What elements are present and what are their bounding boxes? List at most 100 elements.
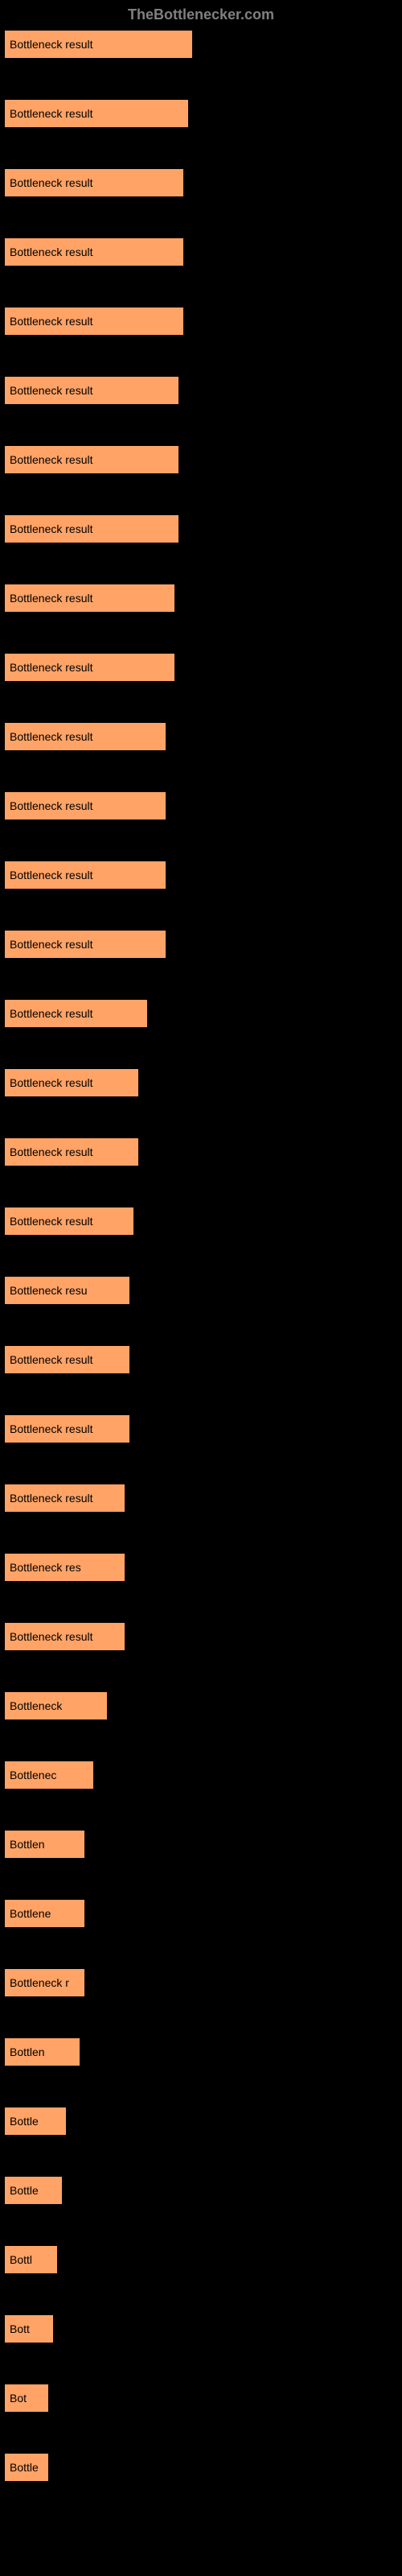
bottleneck-bar: Bottleneck result <box>4 1414 130 1443</box>
bar-text-label: Bottleneck result <box>5 107 93 120</box>
bar-text-label: Bottleneck result <box>5 176 93 189</box>
bar-text-label: Bottleneck r <box>5 1976 69 1989</box>
bar-row: Bottleneck r <box>4 1968 398 1997</box>
bottleneck-bar: Bott <box>4 2314 54 2343</box>
bottleneck-bar: Bottleneck <box>4 1691 108 1720</box>
bottleneck-bar: Bottlenec <box>4 1761 94 1790</box>
bar-row: Bottle <box>4 2107 398 2136</box>
bar-text-label: Bottleneck <box>5 1699 62 1712</box>
bar-text-label: Bottleneck result <box>5 1422 93 1435</box>
bottleneck-bar: Bottlen <box>4 1830 85 1859</box>
bar-text-label: Bottlene <box>5 1907 51 1920</box>
bottleneck-bar: Bottleneck resu <box>4 1276 130 1305</box>
bar-row: Bottleneck result <box>4 930 398 959</box>
bottleneck-bar: Bot <box>4 2384 49 2413</box>
bar-row: Bottleneck result <box>4 1345 398 1374</box>
bottleneck-bar: Bottleneck result <box>4 861 166 890</box>
bar-row: Bottleneck result <box>4 1137 398 1166</box>
bar-text-label: Bottleneck result <box>5 315 93 328</box>
bar-row: Bottleneck result <box>4 1414 398 1443</box>
bottleneck-bar: Bottlene <box>4 1899 85 1928</box>
bottleneck-bar: Bottleneck result <box>4 168 184 197</box>
bottleneck-bar: Bottleneck result <box>4 99 189 128</box>
bar-row: Bottleneck result <box>4 445 398 474</box>
bar-text-label: Bottleneck result <box>5 38 93 51</box>
bottleneck-bar: Bottleneck result <box>4 999 148 1028</box>
bar-text-label: Bottle <box>5 2461 39 2474</box>
bar-text-label: Bottleneck result <box>5 1146 93 1158</box>
bar-row: Bottlen <box>4 1830 398 1859</box>
bar-row: Bottle <box>4 2176 398 2205</box>
bar-row: Bottleneck result <box>4 237 398 266</box>
bottleneck-bar: Bottleneck result <box>4 307 184 336</box>
bar-text-label: Bottl <box>5 2253 32 2266</box>
bottleneck-bar: Bottle <box>4 2453 49 2482</box>
bottleneck-bar: Bottleneck result <box>4 1068 139 1097</box>
bar-row: Bottleneck result <box>4 999 398 1028</box>
bar-text-label: Bottleneck result <box>5 661 93 674</box>
bar-row: Bottl <box>4 2245 398 2274</box>
bar-text-label: Bottleneck result <box>5 799 93 812</box>
bar-text-label: Bot <box>5 2392 27 2405</box>
bar-text-label: Bottleneck result <box>5 1492 93 1505</box>
bar-text-label: Bottleneck result <box>5 453 93 466</box>
bar-text-label: Bottlen <box>5 2046 45 2058</box>
bar-text-label: Bottleneck resu <box>5 1284 88 1297</box>
bar-text-label: Bottleneck result <box>5 592 93 605</box>
bar-row: Bottle <box>4 2453 398 2482</box>
bar-row: Bottleneck result <box>4 1484 398 1513</box>
bottleneck-bar: Bottleneck result <box>4 1622 125 1651</box>
bottleneck-bar: Bottleneck r <box>4 1968 85 1997</box>
bar-row: Bottleneck result <box>4 861 398 890</box>
bar-row: Bottleneck result <box>4 307 398 336</box>
bar-row: Bottleneck result <box>4 1622 398 1651</box>
bottleneck-bar: Bottleneck result <box>4 30 193 59</box>
bottleneck-bar: Bottleneck result <box>4 1137 139 1166</box>
bar-text-label: Bottleneck result <box>5 1007 93 1020</box>
bar-text-label: Bottleneck result <box>5 246 93 258</box>
bottleneck-bar: Bottleneck result <box>4 1207 134 1236</box>
bar-row: Bottlenec <box>4 1761 398 1790</box>
bar-text-label: Bottleneck result <box>5 522 93 535</box>
bar-row: Bottleneck result <box>4 99 398 128</box>
bar-row: Bottleneck <box>4 1691 398 1720</box>
bottleneck-bar: Bottleneck result <box>4 237 184 266</box>
bar-text-label: Bottleneck result <box>5 938 93 951</box>
bar-row: Bottleneck result <box>4 168 398 197</box>
bottleneck-bar: Bottl <box>4 2245 58 2274</box>
bar-text-label: Bottleneck result <box>5 869 93 881</box>
bar-text-label: Bottle <box>5 2184 39 2197</box>
bar-text-label: Bottlen <box>5 1838 45 1851</box>
bar-row: Bottleneck result <box>4 1068 398 1097</box>
bar-text-label: Bottleneck result <box>5 1630 93 1643</box>
bar-row: Bottlen <box>4 2037 398 2066</box>
bottleneck-bar: Bottlen <box>4 2037 80 2066</box>
bar-row: Bottleneck resu <box>4 1276 398 1305</box>
bar-row: Bottleneck result <box>4 584 398 613</box>
bottleneck-bar: Bottleneck result <box>4 376 179 405</box>
bar-row: Bottleneck result <box>4 653 398 682</box>
bar-row: Bottleneck result <box>4 1207 398 1236</box>
bar-text-label: Bottleneck result <box>5 384 93 397</box>
bar-text-label: Bottleneck res <box>5 1561 81 1574</box>
bottleneck-bar: Bottleneck result <box>4 791 166 820</box>
bottleneck-bar: Bottleneck result <box>4 1345 130 1374</box>
bottleneck-bar-chart: Bottleneck result Bottleneck result Bottle… <box>0 30 402 2482</box>
bottleneck-bar: Bottleneck result <box>4 653 175 682</box>
bottleneck-bar: Bottleneck result <box>4 722 166 751</box>
page-header: TheBottlenecker.com <box>0 0 402 30</box>
bar-text-label: Bottleneck result <box>5 1076 93 1089</box>
bar-row: Bottleneck result <box>4 514 398 543</box>
bar-row: Bottleneck result <box>4 376 398 405</box>
bar-row: Bot <box>4 2384 398 2413</box>
bar-text-label: Bottleneck result <box>5 1215 93 1228</box>
bar-text-label: Bottleneck result <box>5 1353 93 1366</box>
bottleneck-bar: Bottleneck result <box>4 445 179 474</box>
bottleneck-bar: Bottle <box>4 2176 63 2205</box>
bottleneck-bar: Bottleneck result <box>4 930 166 959</box>
bar-text-label: Bottleneck result <box>5 730 93 743</box>
bar-row: Bottleneck result <box>4 791 398 820</box>
bottleneck-bar: Bottleneck result <box>4 1484 125 1513</box>
bar-row: Bottleneck res <box>4 1553 398 1582</box>
bottleneck-bar: Bottle <box>4 2107 67 2136</box>
